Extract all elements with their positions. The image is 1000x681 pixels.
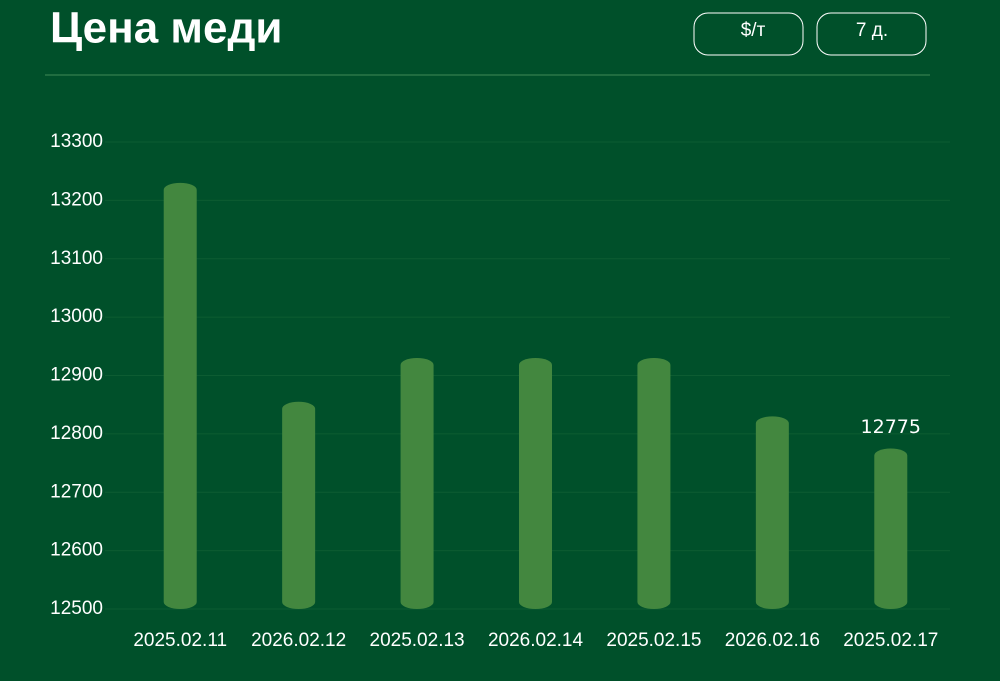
bar	[755, 416, 789, 609]
x-tick-label: 2025.02.17	[843, 630, 938, 651]
button-frame[interactable]	[816, 12, 927, 56]
x-tick-label: 2026.02.12	[251, 630, 346, 651]
y-tick-label: 12800	[50, 423, 103, 444]
period-button[interactable]: 7 д.	[816, 12, 927, 56]
bar	[874, 448, 908, 609]
x-tick-label: 2025.02.11	[133, 630, 227, 651]
y-tick-label: 13100	[50, 248, 103, 269]
x-tick-label: 2026.02.16	[725, 630, 820, 651]
x-tick-label: 2026.02.14	[488, 630, 584, 651]
bar	[163, 182, 197, 610]
unit-button[interactable]: $/т	[693, 12, 804, 56]
bar	[519, 357, 552, 609]
value-label: 12775	[861, 416, 921, 438]
button-frame[interactable]	[693, 12, 804, 56]
button-label[interactable]: 7 д.	[856, 20, 888, 41]
y-tick-label: 12500	[50, 598, 103, 619]
y-tick-label: 13300	[50, 131, 103, 152]
x-tick-label: 2025.02.15	[606, 630, 701, 651]
bar	[282, 401, 316, 609]
bar	[637, 357, 671, 609]
y-tick-label: 12900	[50, 365, 103, 386]
y-tick-label: 13000	[50, 306, 103, 327]
chart-title: Цена меди	[50, 4, 282, 53]
y-tick-label: 12700	[50, 481, 103, 502]
y-tick-label: 12600	[50, 540, 103, 561]
button-label[interactable]: $/т	[741, 20, 766, 41]
y-tick-label: 13200	[50, 189, 103, 210]
bar	[400, 357, 434, 609]
x-tick-label: 2025.02.13	[370, 630, 465, 651]
